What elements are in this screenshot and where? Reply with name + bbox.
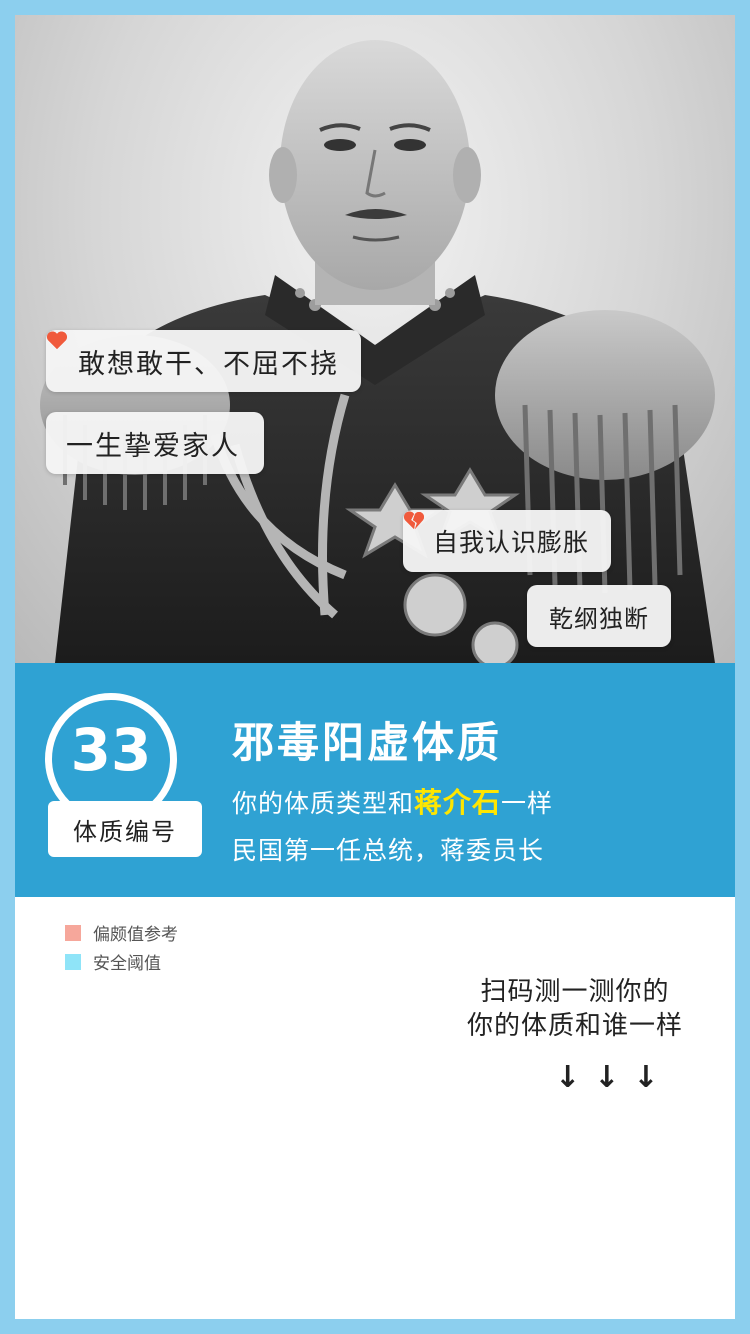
scan-prompt-line1: 扫码测一测你的 — [480, 977, 670, 1007]
negative-tag: 自我认识膨胀 — [403, 510, 612, 572]
positive-tag-2-text: 一生挚爱家人 — [66, 430, 240, 462]
down-arrow-icon: ↓ — [594, 1060, 620, 1095]
negative-tag-text: 自我认识膨胀 — [433, 528, 590, 557]
chart-legend: 偏颇值参考 安全阈值 — [65, 918, 178, 976]
negative-tag-2-text: 乾纲独断 — [549, 604, 649, 633]
scan-prompt-line2: 你的体质和谁一样 — [466, 1011, 683, 1041]
legend-item: 偏颇值参考 — [65, 918, 178, 947]
constitution-type-title: 邪毒阳虚体质 — [232, 718, 503, 767]
comparison-suffix: 一样 — [501, 789, 554, 818]
constitution-number-label: 体质编号 — [48, 801, 202, 857]
legend-label: 安全阈值 — [93, 954, 161, 974]
result-card: 敢想敢干、不屈不挠 一生挚爱家人 自我认识膨胀 乾纲独断 33 体质编号 邪毒阳… — [15, 15, 735, 1319]
down-arrow-icon: ↓ — [633, 1060, 659, 1095]
positive-tag-2: 一生挚爱家人 — [46, 412, 264, 474]
scan-prompt: 扫码测一测你的 你的体质和谁一样 — [455, 975, 695, 1043]
positive-tag: 敢想敢干、不屈不挠 — [46, 330, 361, 392]
person-description: 民国第一任总统，蒋委员长 — [232, 836, 545, 865]
positive-tag-text: 敢想敢干、不屈不挠 — [78, 348, 339, 380]
negative-tag-2: 乾纲独断 — [527, 585, 671, 647]
legend-label: 偏颇值参考 — [93, 925, 178, 945]
down-arrows: ↓ ↓ ↓ — [555, 1060, 658, 1095]
person-name: 蒋介石 — [414, 786, 502, 819]
portrait-photo: 敢想敢干、不屈不挠 一生挚爱家人 自我认识膨胀 乾纲独断 — [15, 15, 735, 663]
legend-swatch-deviation — [65, 924, 81, 941]
result-band: 33 体质编号 邪毒阳虚体质 你的体质类型和蒋介石一样 民国第一任总统，蒋委员长 — [15, 663, 735, 897]
legend-swatch-safe — [65, 953, 81, 970]
down-arrow-icon: ↓ — [555, 1060, 581, 1095]
legend-item: 安全阈值 — [65, 947, 178, 976]
comparison-prefix: 你的体质类型和 — [232, 789, 415, 818]
constitution-number: 33 — [70, 716, 152, 784]
comparison-line: 你的体质类型和蒋介石一样 — [232, 781, 553, 821]
